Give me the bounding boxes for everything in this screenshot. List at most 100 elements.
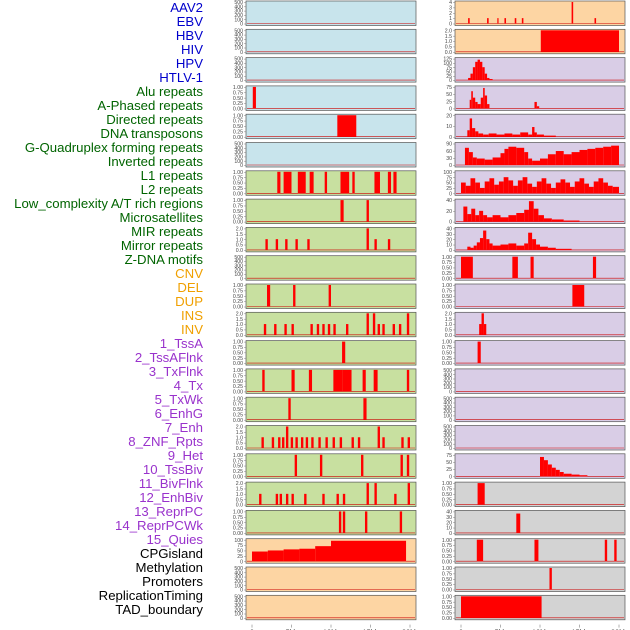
left-bar [315, 546, 331, 562]
right-bar [489, 79, 493, 81]
right-bar [593, 181, 599, 194]
track-label: Directed repeats [106, 112, 203, 127]
left-y-tick-label: 200 [234, 70, 243, 76]
left-y-tick-label: 500 [234, 566, 243, 572]
right-y-tick-label: 1.00 [442, 255, 452, 261]
left-bar [336, 493, 339, 505]
left-y-tick-label: 400 [234, 259, 243, 265]
right-bar [555, 469, 560, 477]
right-bar [551, 187, 556, 194]
left-panel-background [245, 510, 417, 536]
left-panel-background [245, 425, 417, 451]
right-bar [492, 215, 501, 222]
left-panel-background [245, 227, 417, 253]
right-y-tick-label: 300 [443, 405, 452, 411]
track-label: AAV2 [170, 0, 203, 15]
right-y-tick-label: 0.0 [445, 333, 452, 339]
track-label: 5_TxWk [154, 392, 203, 407]
left-bar [307, 239, 310, 250]
right-bar [516, 213, 525, 222]
right-bar [469, 99, 472, 109]
left-bar [271, 437, 275, 448]
right-bar [579, 149, 588, 165]
left-bar [310, 324, 313, 335]
left-y-tick-label: 0.00 [233, 361, 243, 367]
right-bar [483, 324, 487, 335]
left-bar [252, 86, 256, 109]
right-bar [500, 217, 509, 222]
right-y-tick-label: 300 [443, 377, 452, 383]
right-bar [475, 101, 478, 109]
right-y-tick-label: 10 [446, 243, 452, 249]
right-bar [464, 147, 469, 165]
track-label: INV [181, 322, 203, 337]
track-label: TAD_boundary [115, 602, 203, 617]
right-y-tick-label: 75 [446, 85, 452, 91]
track-label: L2 repeats [140, 182, 203, 197]
left-y-tick-label: 1.00 [233, 396, 243, 402]
track-label: 1_TssA [159, 336, 203, 351]
left-bar [333, 324, 336, 335]
right-y-tick-label: 1.00 [442, 538, 452, 544]
right-bar [520, 132, 529, 137]
right-bar [547, 247, 556, 250]
track-label: L1 repeats [140, 168, 203, 183]
left-y-tick-label: 0.5 [236, 441, 243, 447]
left-bar [352, 171, 355, 194]
right-panel-background [454, 0, 626, 26]
left-panel-background [245, 57, 417, 83]
right-bar [469, 118, 473, 137]
left-bar [322, 324, 325, 335]
left-x-tick-label: 5kb [285, 628, 297, 630]
right-y-tick-label: 0.75 [442, 543, 452, 549]
right-bar [483, 230, 487, 250]
right-x-tick-label: 20kb [611, 628, 627, 630]
right-y-tick-label: 0.25 [442, 554, 452, 560]
left-y-tick-label: 0 [240, 163, 243, 169]
track-label: MIR repeats [131, 224, 203, 239]
left-panel-background [245, 368, 417, 394]
track-label: Microsatellites [119, 210, 203, 225]
left-panel-background [245, 396, 417, 423]
left-y-tick-label: 500 [234, 57, 243, 63]
left-bar [259, 493, 262, 505]
right-x-tick-label: 15kb [571, 628, 587, 630]
left-bar [275, 239, 279, 250]
left-panel-background [245, 481, 417, 507]
left-y-tick-label: 500 [234, 594, 243, 600]
left-panel-background [245, 28, 417, 55]
right-y-tick-label: 0 [449, 78, 452, 84]
right-bar [461, 256, 473, 279]
right-bar [480, 97, 484, 109]
left-x-tick-label: 10kb [323, 628, 339, 630]
right-y-tick-label: 40 [446, 198, 452, 204]
left-y-tick-label: 0.00 [233, 418, 243, 424]
right-bar [614, 539, 617, 562]
left-bar [387, 239, 391, 250]
right-bar [482, 67, 485, 81]
right-bar [516, 245, 525, 250]
left-bar [406, 313, 410, 335]
right-y-tick-label: 2.0 [445, 28, 452, 34]
left-y-tick-label: 0.25 [233, 526, 243, 532]
right-bar [478, 133, 484, 137]
left-y-tick-label: 75 [237, 543, 243, 549]
left-bar [333, 369, 343, 392]
right-y-tick-label: 10 [446, 124, 452, 130]
right-bar [598, 178, 604, 194]
right-y-tick-label: 4 [449, 0, 452, 6]
right-y-tick-label: 1.5 [445, 317, 452, 323]
left-y-tick-label: 0.25 [233, 101, 243, 107]
right-bar [571, 474, 580, 477]
right-bar [475, 182, 480, 194]
left-bar [263, 324, 267, 335]
right-bar [536, 134, 544, 137]
track-label: Mirror repeats [120, 238, 203, 253]
right-y-tick-label: 90 [446, 142, 452, 148]
left-y-tick-label: 50 [237, 549, 243, 555]
left-y-tick-label: 400 [234, 61, 243, 67]
right-bar [543, 135, 556, 137]
right-bar [476, 242, 480, 250]
right-bar [470, 73, 473, 81]
right-bar [595, 147, 604, 165]
